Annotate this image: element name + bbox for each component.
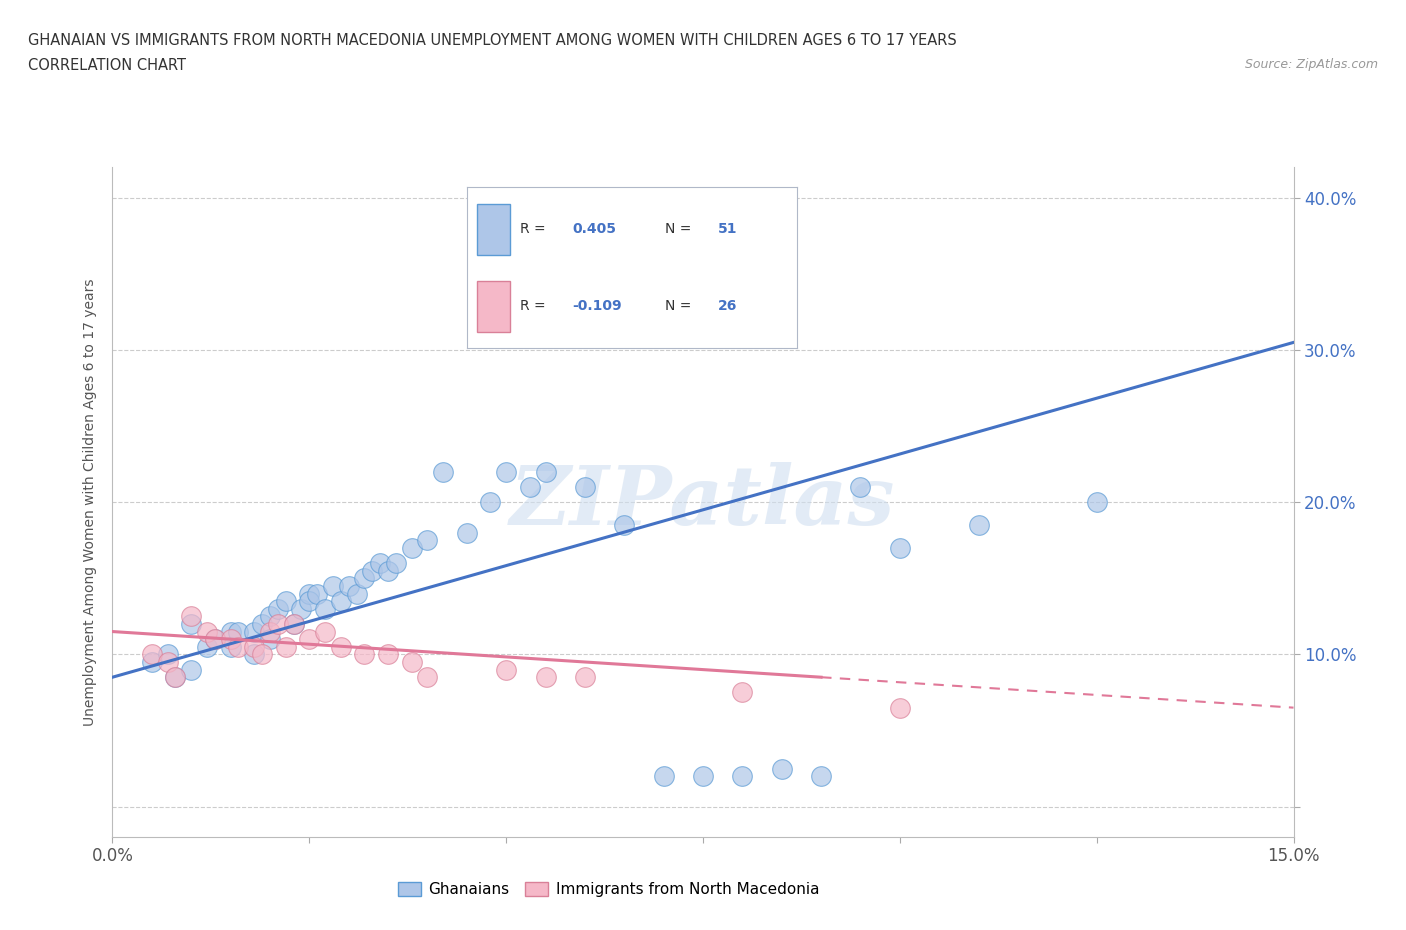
Point bbox=[346, 586, 368, 601]
Point bbox=[889, 540, 911, 555]
Point bbox=[250, 617, 273, 631]
Point bbox=[204, 631, 226, 646]
Point bbox=[401, 655, 423, 670]
Point bbox=[432, 464, 454, 479]
Point bbox=[416, 533, 439, 548]
Point bbox=[967, 518, 990, 533]
Point bbox=[141, 655, 163, 670]
Text: CORRELATION CHART: CORRELATION CHART bbox=[28, 58, 186, 73]
Point bbox=[274, 593, 297, 608]
Point bbox=[534, 464, 557, 479]
Point bbox=[267, 602, 290, 617]
Point bbox=[495, 662, 517, 677]
Point bbox=[243, 647, 266, 662]
Text: Source: ZipAtlas.com: Source: ZipAtlas.com bbox=[1244, 58, 1378, 71]
Point bbox=[314, 624, 336, 639]
Point bbox=[298, 593, 321, 608]
Point bbox=[156, 647, 179, 662]
Point bbox=[156, 655, 179, 670]
Point bbox=[141, 647, 163, 662]
Point bbox=[1085, 495, 1108, 510]
Point bbox=[283, 617, 305, 631]
Point bbox=[361, 564, 384, 578]
Point bbox=[180, 617, 202, 631]
Point bbox=[353, 647, 375, 662]
Point bbox=[613, 518, 636, 533]
Point bbox=[219, 624, 242, 639]
Point bbox=[692, 769, 714, 784]
Point bbox=[377, 647, 399, 662]
Point bbox=[574, 670, 596, 684]
Text: ZIPatlas: ZIPatlas bbox=[510, 462, 896, 542]
Point bbox=[731, 685, 754, 700]
Point bbox=[195, 639, 218, 654]
Point bbox=[385, 555, 408, 570]
Point bbox=[250, 647, 273, 662]
Point bbox=[259, 609, 281, 624]
Point bbox=[307, 586, 329, 601]
Point bbox=[180, 662, 202, 677]
Point bbox=[290, 602, 312, 617]
Point bbox=[495, 464, 517, 479]
Point bbox=[195, 624, 218, 639]
Point bbox=[314, 602, 336, 617]
Point bbox=[259, 624, 281, 639]
Legend: Ghanaians, Immigrants from North Macedonia: Ghanaians, Immigrants from North Macedon… bbox=[392, 876, 825, 903]
Point bbox=[283, 617, 305, 631]
Point bbox=[519, 480, 541, 495]
Point bbox=[267, 617, 290, 631]
Point bbox=[298, 586, 321, 601]
Point bbox=[329, 639, 352, 654]
Point bbox=[652, 769, 675, 784]
Point bbox=[204, 631, 226, 646]
Point bbox=[368, 555, 391, 570]
Point bbox=[228, 624, 250, 639]
Point bbox=[810, 769, 832, 784]
Point bbox=[180, 609, 202, 624]
Point bbox=[416, 670, 439, 684]
Point bbox=[377, 564, 399, 578]
Point bbox=[219, 631, 242, 646]
Text: GHANAIAN VS IMMIGRANTS FROM NORTH MACEDONIA UNEMPLOYMENT AMONG WOMEN WITH CHILDR: GHANAIAN VS IMMIGRANTS FROM NORTH MACEDO… bbox=[28, 33, 957, 47]
Point bbox=[165, 670, 187, 684]
Point bbox=[889, 700, 911, 715]
Point bbox=[770, 761, 793, 776]
Point bbox=[731, 769, 754, 784]
Point bbox=[329, 593, 352, 608]
Point bbox=[401, 540, 423, 555]
Point bbox=[274, 639, 297, 654]
Point bbox=[259, 631, 281, 646]
Point bbox=[574, 480, 596, 495]
Point bbox=[479, 495, 502, 510]
Point bbox=[165, 670, 187, 684]
Y-axis label: Unemployment Among Women with Children Ages 6 to 17 years: Unemployment Among Women with Children A… bbox=[83, 278, 97, 726]
Point bbox=[322, 578, 344, 593]
Point bbox=[243, 639, 266, 654]
Point bbox=[337, 578, 360, 593]
Point bbox=[353, 571, 375, 586]
Point bbox=[228, 639, 250, 654]
Point bbox=[534, 670, 557, 684]
Point bbox=[456, 525, 478, 540]
Point bbox=[849, 480, 872, 495]
Point bbox=[219, 639, 242, 654]
Point bbox=[243, 624, 266, 639]
Point bbox=[298, 631, 321, 646]
